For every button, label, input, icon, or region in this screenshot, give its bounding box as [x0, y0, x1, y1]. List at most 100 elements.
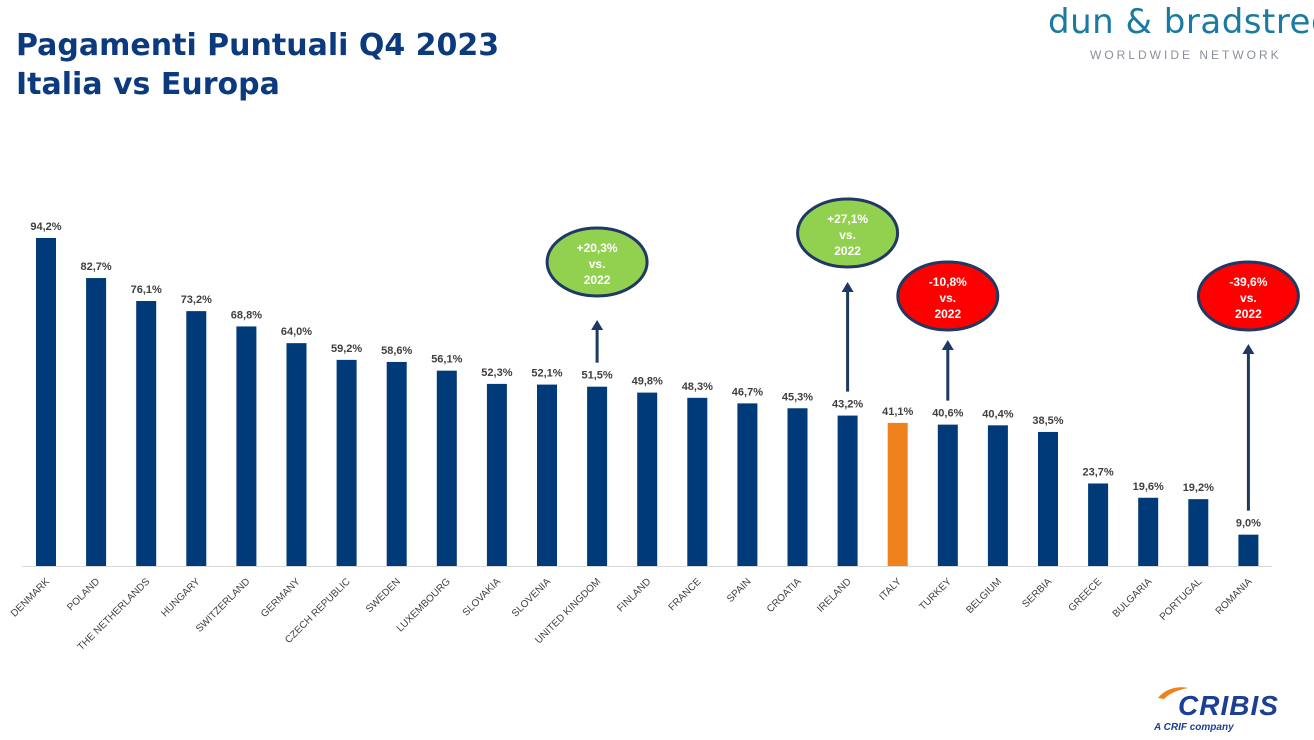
category-label-france: FRANCE: [667, 576, 704, 613]
value-label-sweden: 58,6%: [381, 345, 412, 357]
page-title: Pagamenti Puntuali Q4 2023 Italia vs Eur…: [16, 26, 499, 104]
change-bubble-text-turkey-3: 2022: [934, 307, 961, 321]
category-label-croatia: CROATIA: [765, 576, 804, 615]
change-bubble-text-ireland-3: 2022: [834, 244, 861, 258]
bar-slovenia: [537, 384, 557, 566]
value-label-serbia: 38,5%: [1032, 415, 1063, 427]
category-label-turkey: TURKEY: [917, 576, 954, 613]
change-bubble-united-kingdom: [545, 226, 649, 298]
change-bubble-ireland: [796, 197, 900, 269]
bar-ireland: [837, 415, 858, 566]
category-label-finland: FINLAND: [615, 576, 653, 614]
bar-belgium: [987, 425, 1008, 566]
value-label-czech-republic: 59,2%: [331, 343, 362, 355]
value-label-croatia: 45,3%: [782, 391, 813, 403]
value-label-portugal: 19,2%: [1183, 482, 1214, 494]
category-label-greece: GREECE: [1067, 576, 1105, 614]
category-label-switzerland: SWITZERLAND: [194, 576, 252, 634]
change-bubble-text-united-kingdom-3: 2022: [584, 273, 611, 287]
bar-serbia: [1038, 431, 1058, 566]
change-bubble-text-united-kingdom-1: +20,3%: [577, 241, 618, 255]
bar-bulgaria: [1138, 497, 1159, 566]
category-label-poland: POLAND: [65, 576, 102, 613]
bar-greece: [1088, 483, 1109, 566]
value-label-switzerland: 68,8%: [231, 309, 262, 321]
bar-france: [687, 397, 708, 566]
category-label-germany: GERMANY: [259, 576, 303, 620]
category-label-spain: SPAIN: [725, 576, 753, 604]
change-bubble-text-ireland-1: +27,1%: [827, 212, 868, 226]
bar-sweden: [386, 361, 407, 566]
cribis-logo: CRIBIS A CRIF company: [1148, 684, 1298, 736]
change-bubble-text-ireland-2: vs.: [839, 228, 856, 242]
bar-czech-republic: [336, 359, 357, 566]
value-label-france: 48,3%: [682, 381, 713, 393]
bar-slovakia: [486, 383, 507, 566]
category-label-slovenia: SLOVENIA: [510, 576, 553, 619]
value-label-italy: 41,1%: [882, 406, 913, 418]
value-label-poland: 82,7%: [80, 261, 111, 273]
value-label-the-netherlands: 76,1%: [131, 284, 162, 296]
value-label-united-kingdom: 51,5%: [581, 370, 612, 382]
change-bubble-text-turkey-1: -10,8%: [929, 275, 967, 289]
value-label-bulgaria: 19,6%: [1133, 481, 1164, 493]
value-label-spain: 46,7%: [732, 386, 763, 398]
category-label-sweden: SWEDEN: [364, 576, 403, 615]
value-label-germany: 64,0%: [281, 326, 312, 338]
value-label-hungary: 73,2%: [181, 294, 212, 306]
category-label-romania: ROMANIA: [1214, 576, 1255, 617]
value-label-denmark: 94,2%: [30, 221, 61, 233]
change-bubble-text-romania-1: -39,6%: [1229, 275, 1267, 289]
bar-united-kingdom: [587, 386, 608, 566]
bar-romania: [1238, 534, 1259, 566]
value-label-romania: 9,0%: [1236, 518, 1261, 530]
bar-croatia: [787, 408, 808, 566]
value-label-slovakia: 52,3%: [481, 367, 512, 379]
value-label-turkey: 40,6%: [932, 408, 963, 420]
change-bubble-text-united-kingdom-2: vs.: [589, 257, 606, 271]
value-label-finland: 49,8%: [632, 376, 663, 388]
category-label-portugal: PORTUGAL: [1158, 576, 1205, 623]
value-label-ireland: 43,2%: [832, 399, 863, 411]
title-line-2: Italia vs Europa: [16, 67, 280, 102]
category-label-belgium: BELGIUM: [964, 576, 1004, 616]
category-label-serbia: SERBIA: [1020, 576, 1054, 610]
change-bubble-turkey: [896, 260, 1000, 332]
bar-luxembourg: [436, 370, 457, 566]
category-label-ireland: IRELAND: [815, 576, 853, 614]
category-label-luxembourg: LUXEMBOURG: [395, 576, 453, 634]
title-line-1: Pagamenti Puntuali Q4 2023: [16, 28, 500, 63]
category-label-bulgaria: BULGARIA: [1111, 576, 1155, 620]
category-label-hungary: HUNGARY: [159, 576, 202, 619]
bar-spain: [737, 403, 758, 566]
value-label-belgium: 40,4%: [982, 408, 1013, 420]
dun-bradstreet-logo: dun & bradstreet WORLDWIDE NETWORK: [1040, 2, 1314, 68]
change-bubble-romania: [1196, 260, 1300, 332]
value-label-greece: 23,7%: [1082, 466, 1113, 478]
bar-the-netherlands: [136, 301, 157, 566]
value-label-luxembourg: 56,1%: [431, 354, 462, 366]
arrow-head-romania: [1242, 344, 1255, 354]
bar-switzerland: [236, 326, 257, 566]
cribis-wordmark: CRIBIS: [1178, 690, 1279, 721]
bar-finland: [637, 392, 658, 566]
category-label-denmark: DENMARK: [9, 576, 52, 619]
cribis-swoosh-icon: [1158, 687, 1188, 699]
bar-germany: [286, 343, 307, 566]
brand-name: dun & bradstreet: [1048, 2, 1314, 42]
bar-italy: [887, 422, 908, 566]
change-bubble-text-romania-3: 2022: [1235, 307, 1262, 321]
brand-subtitle: WORLDWIDE NETWORK: [1090, 48, 1282, 62]
bar-denmark: [36, 238, 56, 566]
category-label-italy: ITALY: [877, 576, 904, 603]
bar-hungary: [186, 311, 207, 566]
arrow-head-united-kingdom: [591, 320, 604, 330]
category-label-slovakia: SLOVAKIA: [461, 576, 503, 618]
change-bubble-text-romania-2: vs.: [1240, 291, 1257, 305]
arrow-head-ireland: [841, 282, 854, 292]
cribis-tagline: A CRIF company: [1154, 722, 1234, 733]
value-label-slovenia: 52,1%: [531, 368, 562, 380]
arrow-head-turkey: [941, 340, 954, 350]
bar-poland: [86, 278, 107, 566]
